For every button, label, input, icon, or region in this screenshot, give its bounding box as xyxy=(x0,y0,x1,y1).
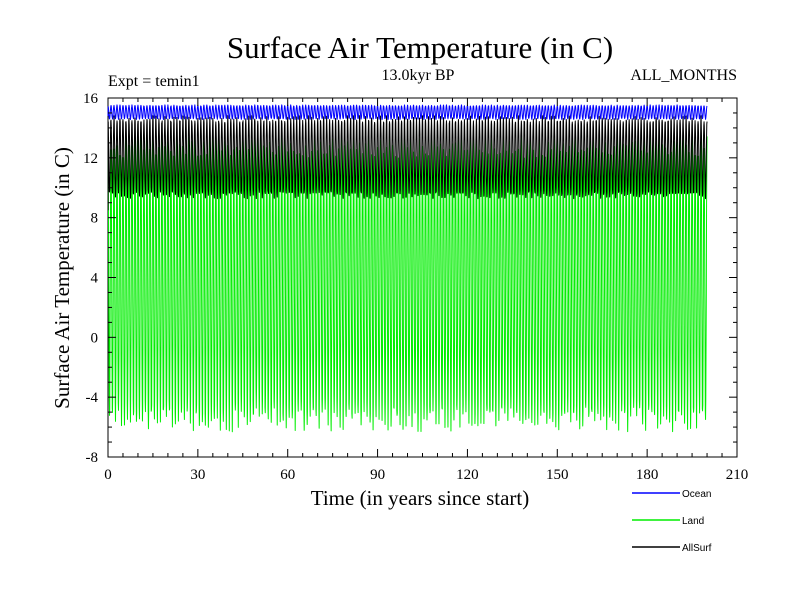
x-tick-label: 90 xyxy=(370,467,385,483)
y-tick-label: -8 xyxy=(86,450,99,466)
series-layer xyxy=(107,104,708,433)
legend-label-allsurf: AllSurf xyxy=(682,543,712,554)
x-axis-label: Time (in years since start) xyxy=(311,486,530,510)
x-tick-label: 120 xyxy=(456,467,479,483)
y-tick-label: 8 xyxy=(91,211,99,227)
x-tick-label: 180 xyxy=(636,467,659,483)
ticks-layer: 0 30 60 90 120 150 180 210 -8 -4 0 4 8 12 16 xyxy=(83,91,748,483)
y-tick-label: 0 xyxy=(91,330,99,346)
y-axis-label: Surface Air Temperature (in C) xyxy=(50,147,74,409)
series-line-ocean xyxy=(107,104,708,121)
months-label: ALL_MONTHS xyxy=(630,67,737,84)
x-tick-label: 150 xyxy=(546,467,569,483)
legend-label-land: Land xyxy=(682,516,704,527)
experiment-label: Expt = temin1 xyxy=(108,73,200,90)
series-line-allsurf xyxy=(107,115,708,211)
legend-label-ocean: Ocean xyxy=(682,489,711,500)
period-label: 13.0kyr BP xyxy=(382,67,455,84)
y-tick-label: 12 xyxy=(83,151,98,167)
chart-title: Surface Air Temperature (in C) xyxy=(227,30,613,65)
y-tick-label: 4 xyxy=(91,271,99,287)
x-tick-label: 60 xyxy=(280,467,295,483)
x-tick-label: 210 xyxy=(726,467,749,483)
y-tick-label: 16 xyxy=(83,91,99,107)
y-tick-label: -4 xyxy=(86,390,99,406)
x-tick-label: 0 xyxy=(104,467,112,483)
x-tick-label: 30 xyxy=(190,467,205,483)
legend: Ocean Land AllSurf xyxy=(632,489,712,554)
series-line-land xyxy=(107,133,708,433)
